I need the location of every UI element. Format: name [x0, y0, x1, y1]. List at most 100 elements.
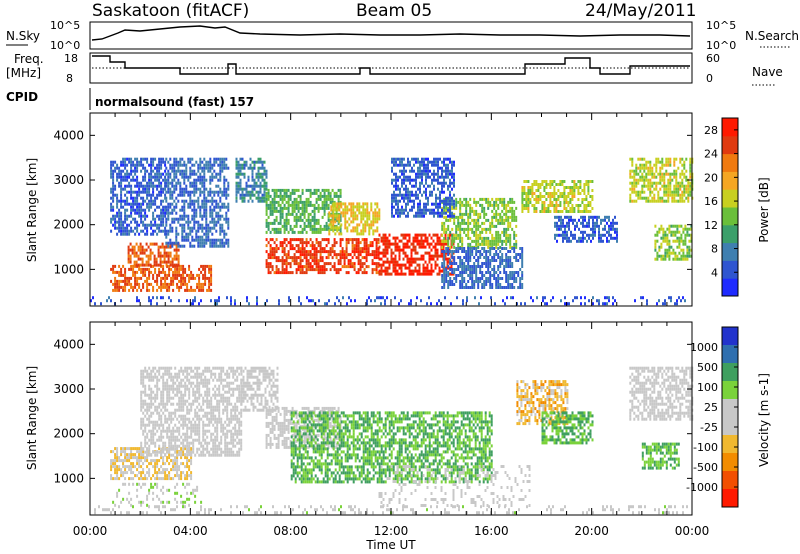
power-cell: [452, 242, 455, 246]
power-cell: [195, 214, 198, 218]
power-cell: [202, 285, 205, 289]
power-cell: [425, 175, 427, 179]
power-cell: [453, 259, 456, 262]
power-cell: [430, 272, 433, 276]
power-cell: [666, 254, 669, 258]
power-cell: [297, 247, 300, 251]
power-cell: [265, 262, 268, 266]
power-cell: [674, 257, 677, 261]
power-cell: [157, 254, 160, 258]
power-cell: [199, 160, 202, 164]
power-cell: [255, 190, 258, 194]
power-cell: [195, 229, 198, 233]
power-cell: [200, 264, 203, 268]
power-cell: [364, 208, 367, 212]
power-cell: [364, 211, 367, 215]
power-cell: [487, 197, 490, 201]
power-cell: [287, 250, 290, 254]
power-cell: [146, 223, 149, 227]
power-cell: [142, 178, 145, 182]
power-cell: [527, 180, 530, 183]
power-cell: [477, 221, 480, 225]
power-cell: [120, 199, 123, 203]
power-cell: [307, 218, 310, 222]
power-cell: [333, 253, 336, 257]
power-cell: [473, 209, 476, 213]
power-cell: [355, 247, 358, 251]
power-cell: [136, 202, 139, 206]
power-cell: [181, 238, 184, 242]
power-cell: [447, 175, 449, 179]
power-cell: [133, 245, 136, 249]
power-cell: [165, 205, 168, 209]
power-cell: [420, 272, 423, 276]
power-cell: [215, 241, 218, 245]
power-cell: [158, 184, 161, 188]
power-cell: [554, 236, 556, 240]
power-cell: [267, 241, 270, 245]
power-cell: [471, 286, 474, 289]
power-cell: [279, 244, 282, 248]
power-cell: [309, 250, 312, 254]
power-cell: [501, 200, 504, 204]
power-cell: [662, 227, 665, 231]
power-cell: [606, 221, 608, 225]
power-cell: [122, 160, 125, 164]
power-cell: [152, 175, 155, 179]
power-cell: [201, 175, 204, 179]
power-cell: [128, 229, 131, 233]
power-cell: [191, 181, 194, 185]
power-cell: [339, 227, 342, 231]
power-cell: [422, 242, 425, 246]
power-cell: [584, 215, 586, 219]
power-cell: [437, 187, 439, 191]
power-cell: [473, 268, 476, 271]
power-cell: [116, 282, 119, 286]
power-cell: [578, 239, 580, 243]
power-cell: [122, 229, 125, 233]
power-cell: [333, 262, 336, 266]
power-cell: [411, 178, 413, 182]
power-cell: [527, 198, 530, 201]
power-cell: [198, 276, 201, 280]
power-cell: [219, 223, 222, 227]
power-cell: [459, 203, 462, 207]
power-cell: [137, 248, 140, 252]
power-cell: [303, 209, 306, 213]
power-cell: [635, 166, 638, 170]
power-cell: [120, 202, 123, 206]
power-cell: [527, 192, 530, 195]
power-cell: [154, 267, 157, 271]
power-cell: [390, 260, 393, 264]
power-cell: [199, 238, 202, 242]
power-cell: [543, 180, 546, 183]
power-cell: [354, 214, 357, 218]
power-cell: [547, 192, 550, 195]
power-cell: [443, 268, 446, 271]
power-cell: [386, 245, 389, 249]
power-cell: [160, 193, 163, 197]
power-cell: [305, 209, 308, 213]
power-cell: [391, 211, 393, 215]
power-cell: [579, 180, 582, 183]
power-cell: [208, 276, 211, 280]
power-cell: [301, 268, 304, 272]
power-cell: [566, 215, 568, 219]
power-cell: [313, 268, 316, 272]
power-cell: [453, 262, 456, 265]
power-cell: [132, 208, 135, 212]
power-cell: [351, 262, 354, 266]
power-cell: [399, 214, 401, 218]
power-cell: [447, 250, 450, 253]
power-cell: [243, 199, 246, 203]
power-cell: [521, 195, 524, 198]
power-cell: [201, 238, 204, 242]
power-cell: [235, 166, 238, 170]
power-cell: [370, 226, 373, 230]
power-cell: [265, 238, 268, 242]
power-cell: [124, 288, 127, 292]
power-cell: [681, 163, 684, 167]
power-cell: [203, 211, 206, 215]
power-cell: [144, 199, 147, 203]
power-cell: [352, 205, 355, 209]
